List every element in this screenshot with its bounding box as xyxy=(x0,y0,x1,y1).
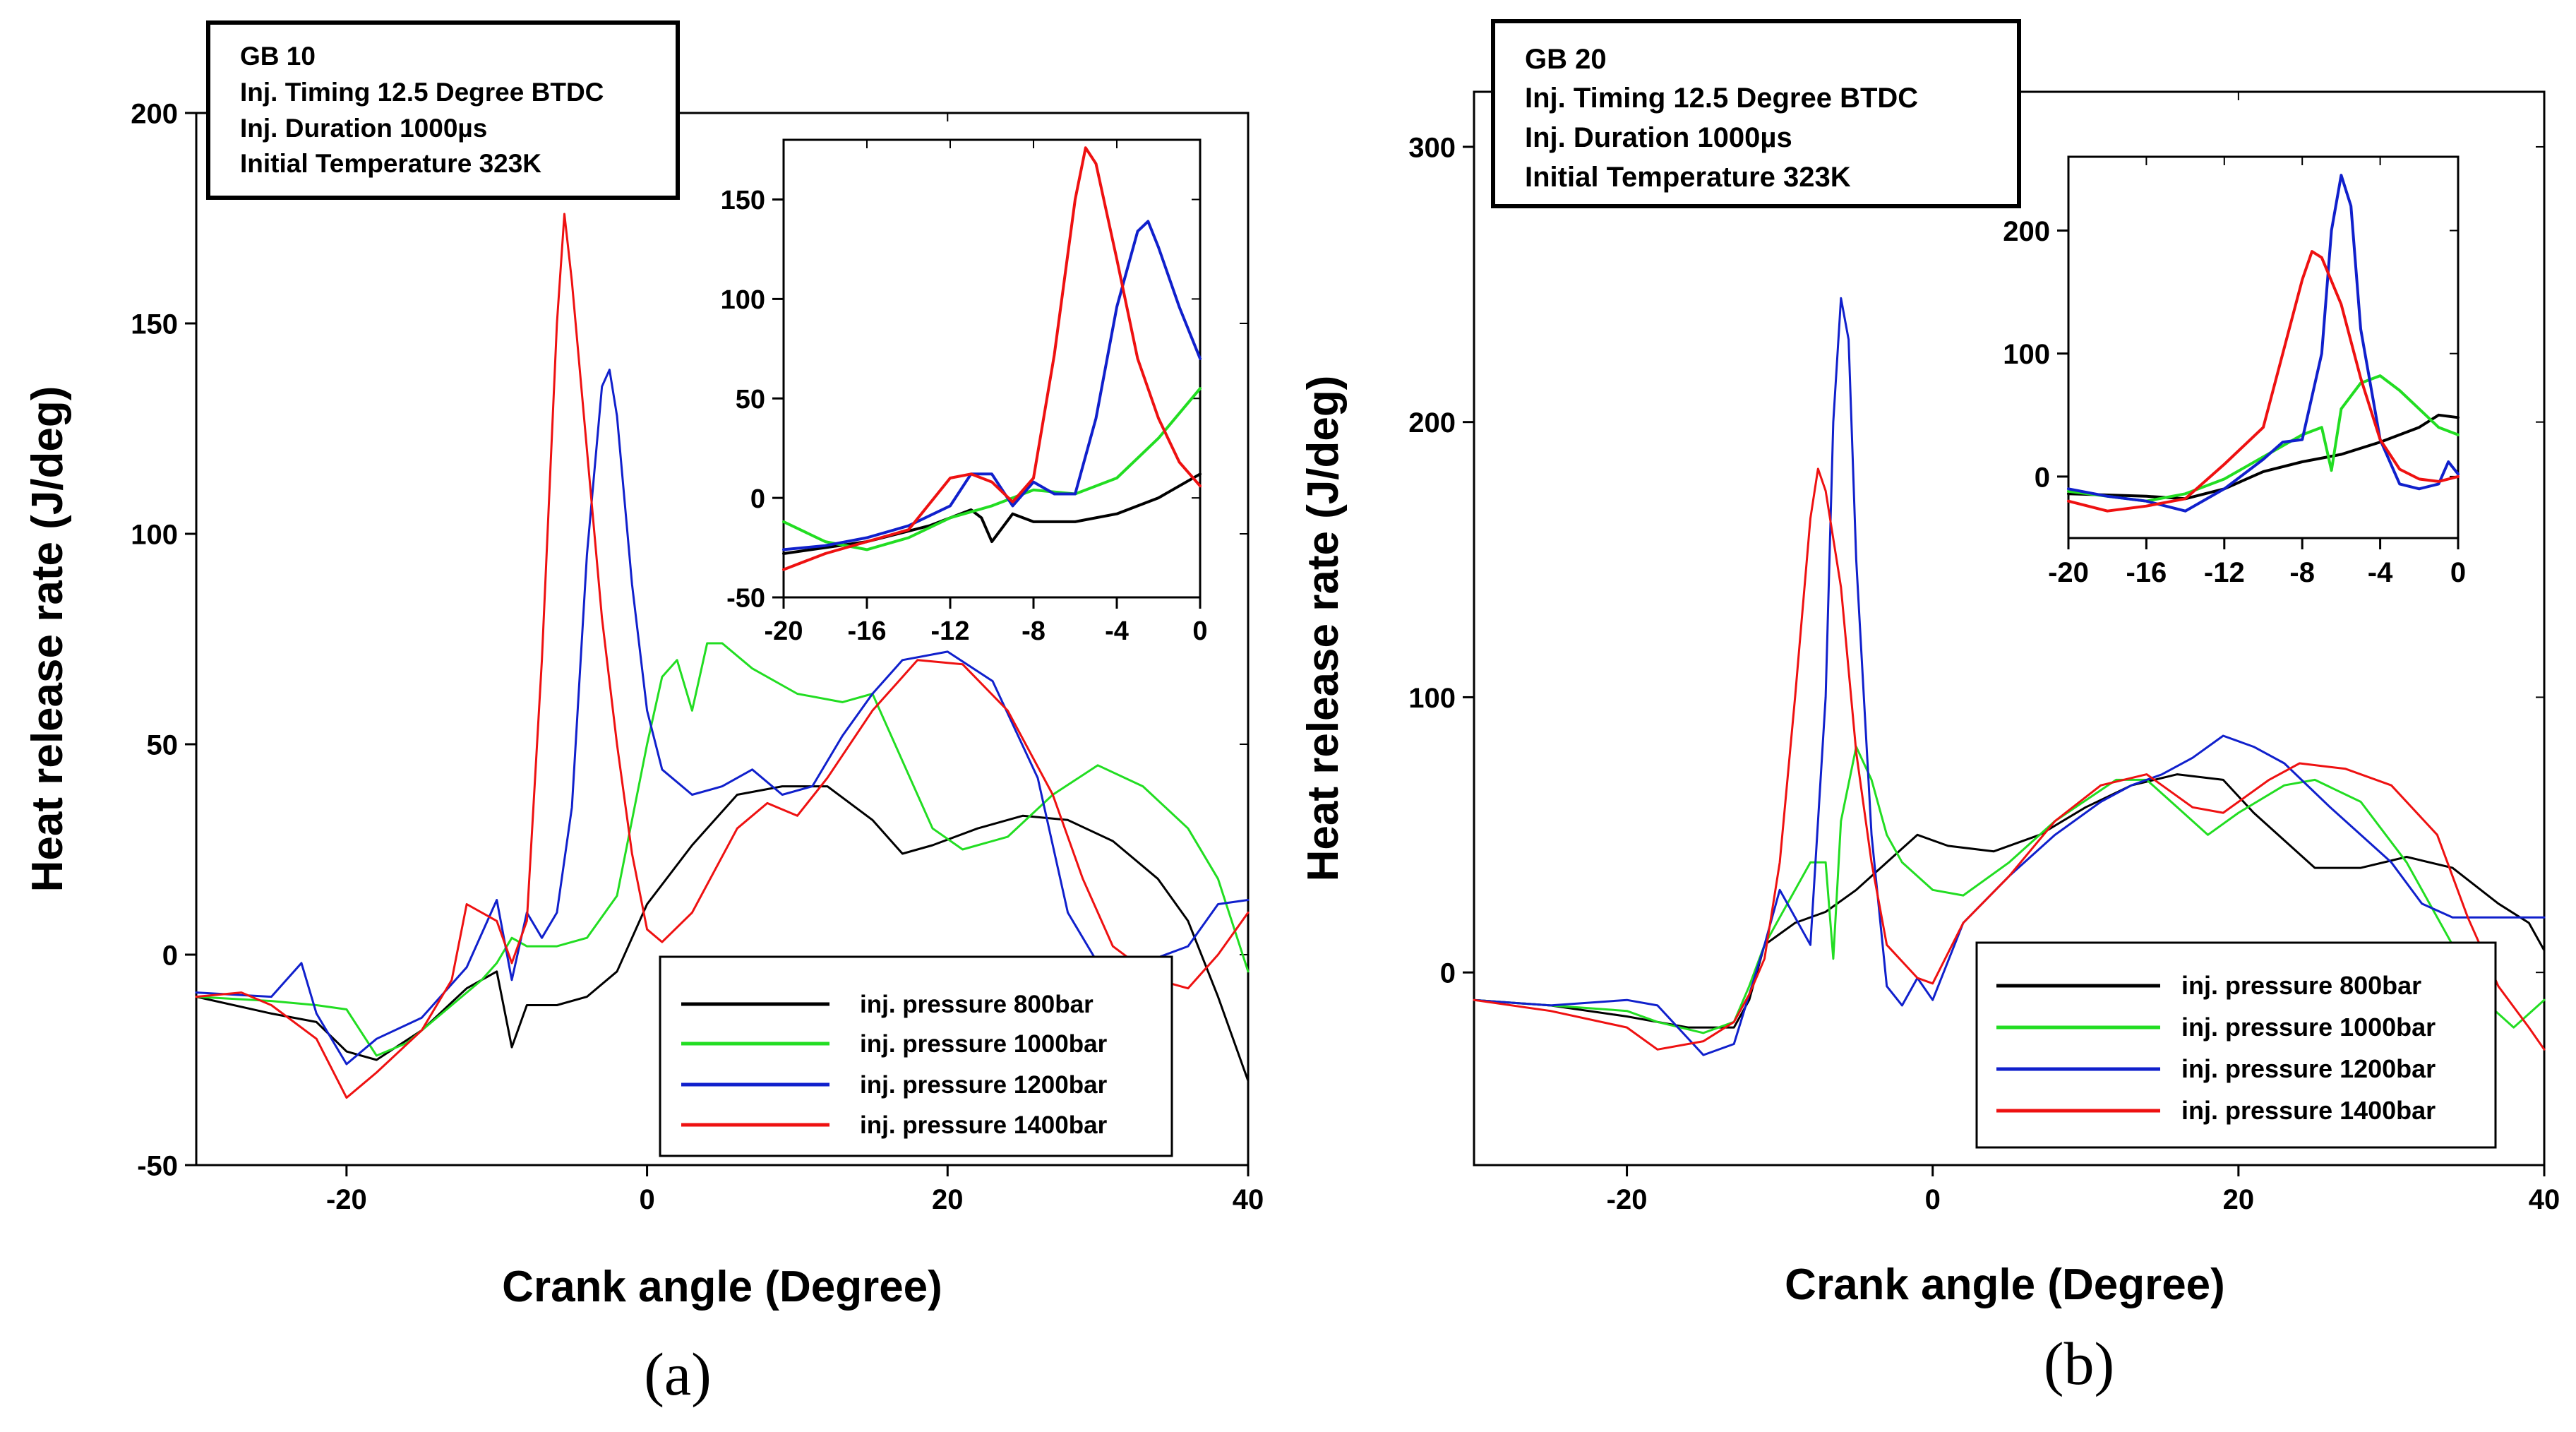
plot-a-y-tick-label: 0 xyxy=(162,940,178,971)
legend-a: inj. pressure 800bar inj. pressure 1000b… xyxy=(659,955,1173,1157)
inset-a-series xyxy=(782,146,1202,571)
info-b-line-2: Inj. Timing 12.5 Degree BTDC xyxy=(1525,83,1918,114)
legend-b-label-1400: inj. pressure 1400bar xyxy=(2181,1096,2436,1125)
inset-b-x-tick-label: 0 xyxy=(2450,557,2466,588)
legend-a-label-1400: inj. pressure 1400bar xyxy=(860,1111,1108,1139)
inset-b-series xyxy=(2067,174,2460,513)
inset-a-y-tick-label: -50 xyxy=(726,584,765,614)
inset-a-x-tick-label: -8 xyxy=(1022,616,1046,646)
inset-b-x-tick-label: -20 xyxy=(2048,557,2089,588)
inset-a-x-tick-label: 0 xyxy=(1192,616,1207,646)
plot-b-y-tick-label: 300 xyxy=(1408,132,1456,163)
legend-b: inj. pressure 800bar inj. pressure 1000b… xyxy=(1975,941,2497,1149)
plot-b-y-tick-label: 100 xyxy=(1408,683,1456,714)
info-b-line-4: Initial Temperature 323K xyxy=(1525,162,1851,193)
inset-b-series-1000-line xyxy=(2067,374,2460,503)
legend-a-label-1000: inj. pressure 1000bar xyxy=(860,1030,1108,1058)
legend-b-label-1000: inj. pressure 1000bar xyxy=(2181,1013,2436,1042)
plot-a-series-1200-line xyxy=(195,369,1250,1066)
plot-a-y-tick-label: -50 xyxy=(137,1150,178,1181)
plot-b-y-tick-label: 0 xyxy=(1440,958,1456,989)
plot-b-x-tick-label: 20 xyxy=(2223,1184,2255,1215)
inset-b-frame xyxy=(2067,155,2460,539)
plot-b-x-tick-label: 0 xyxy=(1925,1184,1941,1215)
inset-a-y-tick-label: 100 xyxy=(721,285,765,315)
inset-b-ticks: -20 -16 -12 -8 -4 0 0 100 200 xyxy=(2003,157,2466,588)
inset-a-frame xyxy=(782,138,1202,599)
x-axis-label-a: Crank angle (Degree) xyxy=(502,1263,942,1311)
inset-b-x-tick-label: -4 xyxy=(2368,557,2393,588)
inset-a-x-tick-label: -4 xyxy=(1105,616,1129,646)
plot-b-x-tick-label: -20 xyxy=(1607,1184,1648,1215)
inset-b-x-tick-label: -12 xyxy=(2204,557,2245,588)
inset-a: -20 -16 -12 -8 -4 0 -50 0 50 100 150 xyxy=(721,138,1208,646)
inset-a-series-1200-line xyxy=(782,220,1202,551)
legend-a-label-1200: inj. pressure 1200bar xyxy=(860,1071,1108,1099)
plot-a-y-tick-label: 100 xyxy=(131,519,178,550)
plot-a-x-tick-label: 20 xyxy=(932,1184,964,1215)
legend-b-label-800: inj. pressure 800bar xyxy=(2181,971,2421,1000)
plot-a-x-tick-label: 0 xyxy=(639,1184,654,1215)
inset-b-x-tick-label: -16 xyxy=(2126,557,2167,588)
inset-b-x-tick-label: -8 xyxy=(2289,557,2315,588)
plot-b-series-1400-line xyxy=(1473,467,2546,1051)
info-a-line-1: GB 10 xyxy=(240,42,316,71)
plot-a-series-1400-line xyxy=(195,213,1250,1099)
y-axis-label-a: Heat release rate (J/deg) xyxy=(23,386,72,893)
subfigure-label-b: (b) xyxy=(2044,1330,2114,1397)
plot-a-y-tick-label: 200 xyxy=(131,98,178,129)
plot-a-y-tick-label: 50 xyxy=(147,729,179,760)
y-axis-label-b: Heat release rate (J/deg) xyxy=(1299,376,1348,882)
inset-b-series-1200-line xyxy=(2067,174,2460,513)
inset-a-series-1400-line xyxy=(782,146,1202,571)
inset-a-x-tick-label: -12 xyxy=(931,616,970,646)
plot-a-series xyxy=(195,213,1250,1099)
plot-b-series-1000-line xyxy=(1473,746,2546,1034)
inset-b: -20 -16 -12 -8 -4 0 0 100 200 xyxy=(2003,155,2466,588)
inset-b-y-tick-label: 100 xyxy=(2003,339,2050,370)
info-a-line-4: Initial Temperature 323K xyxy=(240,149,541,178)
info-a-line-2: Inj. Timing 12.5 Degree BTDC xyxy=(240,78,604,107)
inset-a-series-800-line xyxy=(782,472,1202,555)
panel-b: -20 0 20 40 0 100 200 300 GB 20 Inj. Timing 12.… xyxy=(1299,19,2560,1397)
plot-a-x-tick-label: -20 xyxy=(326,1184,367,1215)
plot-a-ticks: -20 0 20 40 -50 0 50 100 150 200 xyxy=(131,98,1264,1215)
inset-a-ticks: -20 -16 -12 -8 -4 0 -50 0 50 100 150 xyxy=(721,140,1208,646)
panel-a: -20 0 20 40 -50 0 50 100 150 200 GB 10 Inj. Timin… xyxy=(23,20,1264,1408)
inset-a-x-tick-label: -20 xyxy=(765,616,803,646)
inset-a-y-tick-label: 150 xyxy=(721,186,765,215)
plot-a-series-800-line xyxy=(195,785,1250,1082)
inset-a-y-tick-label: 0 xyxy=(750,484,765,514)
subfigure-label-a: (a) xyxy=(644,1340,711,1408)
plot-b-ticks: -20 0 20 40 0 100 200 300 xyxy=(1408,92,2560,1215)
inset-b-series-800-line xyxy=(2067,413,2460,501)
info-box-b: GB 20 Inj. Timing 12.5 Degree BTDC Inj. … xyxy=(1491,19,2021,208)
plot-a-frame xyxy=(195,112,1250,1167)
plot-b-y-tick-label: 200 xyxy=(1408,407,1456,438)
info-b-line-3: Inj. Duration 1000µs xyxy=(1525,122,1792,153)
inset-a-y-tick-label: 50 xyxy=(736,385,765,414)
info-box-a: GB 10 Inj. Timing 12.5 Degree BTDC Inj. … xyxy=(206,20,680,200)
plot-a-x-tick-label: 40 xyxy=(1233,1184,1264,1215)
legend-a-label-800: inj. pressure 800bar xyxy=(860,991,1094,1018)
info-b-line-1: GB 20 xyxy=(1525,44,1607,75)
plot-b-x-tick-label: 40 xyxy=(2529,1184,2560,1215)
plot-b-series xyxy=(1473,297,2546,1056)
plot-a-y-tick-label: 150 xyxy=(131,309,178,340)
inset-b-series-1400-line xyxy=(2067,250,2460,513)
plot-a-series-1000-line xyxy=(195,642,1250,1057)
inset-a-x-tick-label: -16 xyxy=(848,616,887,646)
inset-b-y-tick-label: 0 xyxy=(2035,462,2050,493)
info-a-line-3: Inj. Duration 1000µs xyxy=(240,114,487,143)
legend-b-label-1200: inj. pressure 1200bar xyxy=(2181,1054,2436,1083)
x-axis-label-b: Crank angle (Degree) xyxy=(1785,1260,2225,1309)
inset-b-y-tick-label: 200 xyxy=(2003,216,2050,247)
